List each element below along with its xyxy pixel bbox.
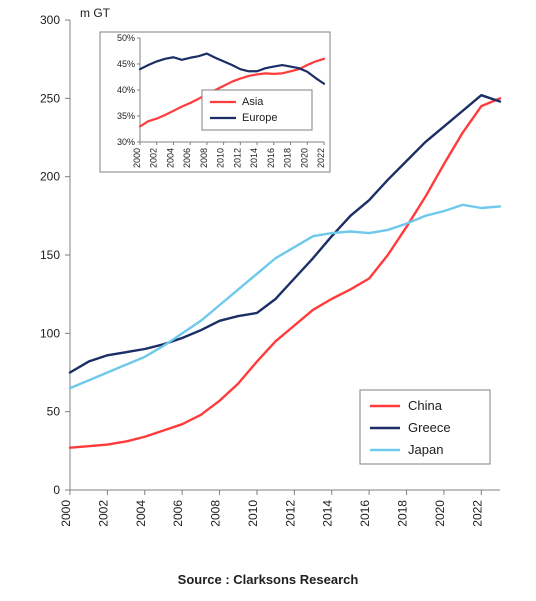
x-tick-label: 2018 [396, 500, 410, 527]
y-tick-label: 250 [40, 91, 60, 105]
inset-x-tick: 2018 [283, 148, 293, 168]
inset-x-tick: 2014 [249, 148, 259, 168]
inset-legend-label: Asia [242, 96, 264, 108]
inset-x-tick: 2010 [216, 148, 226, 168]
y-tick-label: 300 [40, 13, 60, 27]
x-tick-label: 2010 [246, 500, 260, 527]
y-tick-label: 50 [47, 405, 61, 419]
x-tick-label: 2000 [59, 500, 73, 527]
inset-y-tick: 50% [117, 33, 135, 43]
x-tick-label: 2008 [209, 500, 223, 527]
x-tick-label: 2016 [358, 500, 372, 527]
legend-label: Greece [408, 420, 451, 435]
x-tick-label: 2012 [283, 500, 297, 527]
inset-x-tick: 2022 [316, 148, 326, 168]
legend-label: China [408, 398, 443, 413]
x-tick-label: 2020 [433, 500, 447, 527]
inset-x-tick: 2012 [232, 148, 242, 168]
legend-label: Japan [408, 442, 443, 457]
y-axis-label: m GT [80, 6, 110, 20]
inset-x-tick: 2000 [132, 148, 142, 168]
y-tick-label: 100 [40, 326, 60, 340]
inset-y-tick: 35% [117, 111, 135, 121]
inset-x-tick: 2002 [149, 148, 159, 168]
x-tick-label: 2002 [96, 500, 110, 527]
x-tick-label: 2004 [134, 500, 148, 527]
y-tick-label: 0 [53, 483, 60, 497]
series-japan [70, 205, 500, 388]
x-tick-label: 2022 [470, 500, 484, 527]
main-chart: 0 50 100 150 200 250 300 2000 2002 2004 2006 2008 20… [0, 0, 536, 560]
source-caption: Source : Clarksons Research [0, 572, 536, 587]
inset-x-tick: 2020 [299, 148, 309, 168]
inset-y-tick: 40% [117, 85, 135, 95]
inset-x-tick: 2006 [182, 148, 192, 168]
inset-x-tick: 2004 [165, 148, 175, 168]
y-tick-label: 200 [40, 170, 60, 184]
x-tick-label: 2006 [171, 500, 185, 527]
inset-y-tick: 45% [117, 59, 135, 69]
inset-legend-label: Europe [242, 112, 277, 124]
x-tick-label: 2014 [321, 500, 335, 527]
y-tick-label: 150 [40, 248, 60, 262]
inset-y-tick: 30% [117, 137, 135, 147]
inset-x-tick: 2008 [199, 148, 209, 168]
inset-x-tick: 2016 [266, 148, 276, 168]
